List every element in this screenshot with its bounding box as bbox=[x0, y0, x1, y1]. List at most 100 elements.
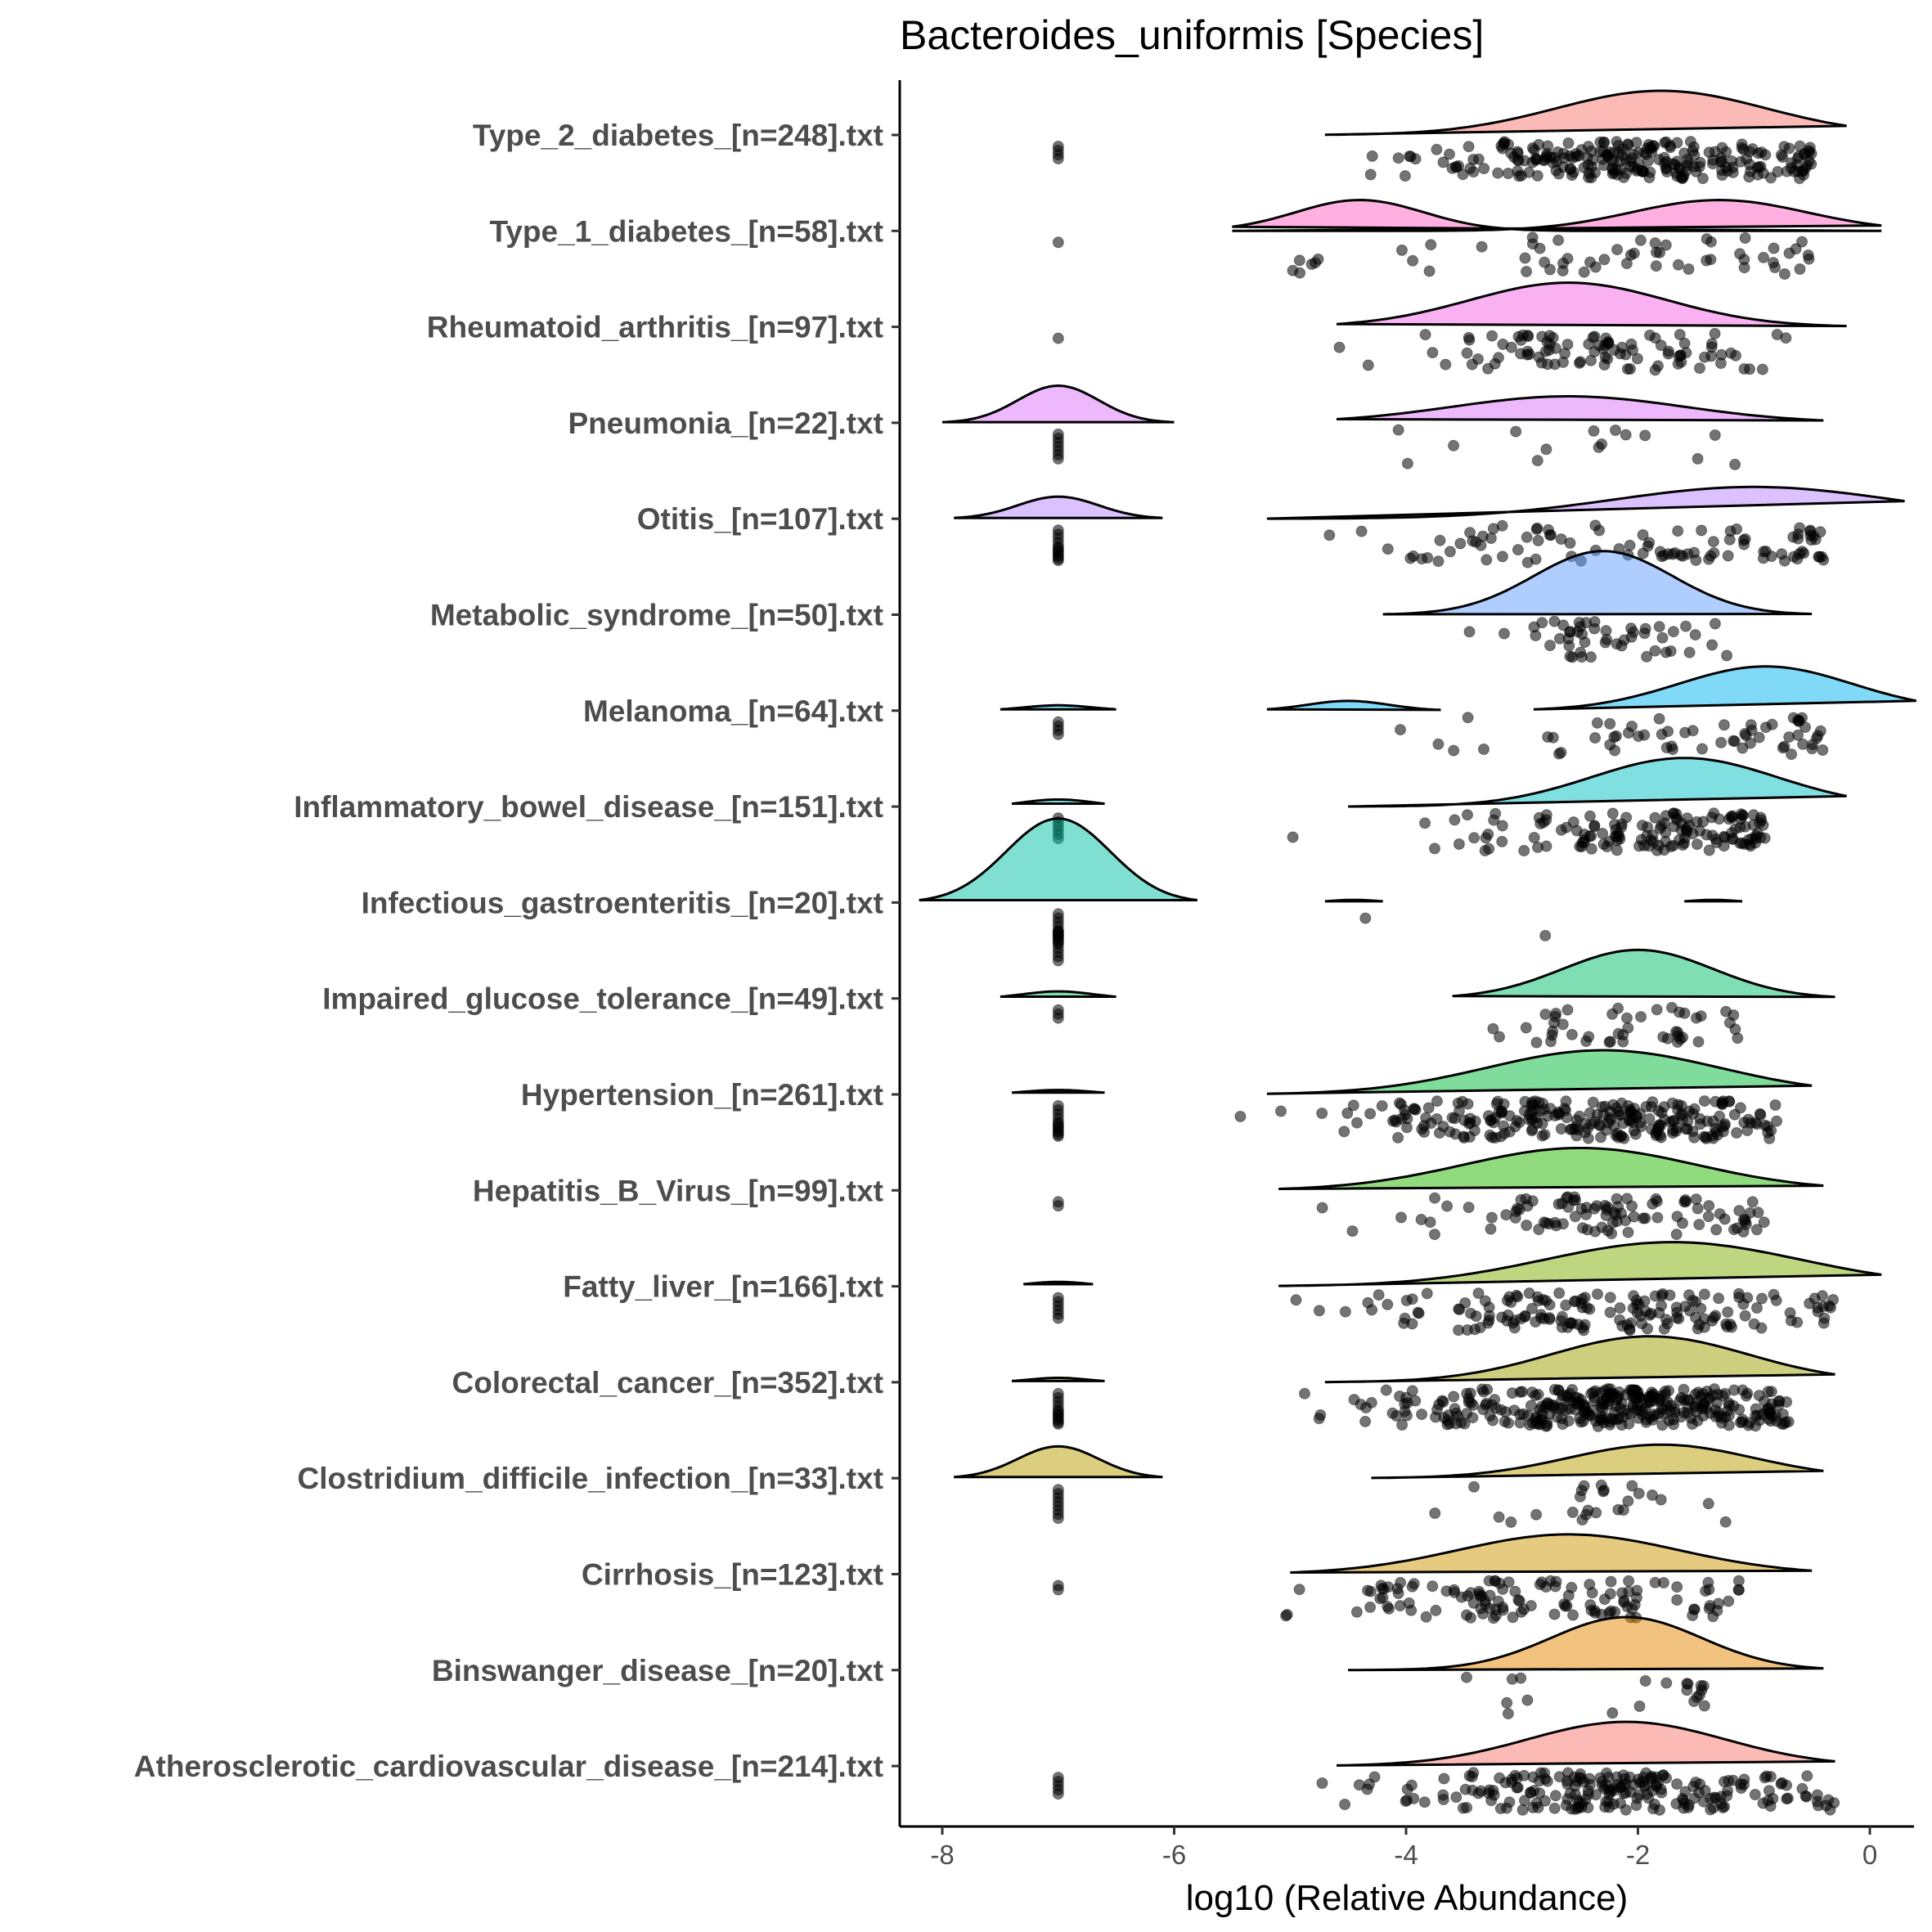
data-point bbox=[1702, 1498, 1714, 1510]
data-point bbox=[1478, 744, 1489, 755]
data-point bbox=[1535, 1400, 1548, 1413]
data-point bbox=[1762, 1386, 1774, 1398]
data-point bbox=[1351, 1117, 1363, 1129]
data-point bbox=[1696, 524, 1708, 537]
data-point bbox=[1660, 1772, 1673, 1784]
category-label: Inflammatory_bowel_disease_[n=151].txt bbox=[294, 790, 883, 824]
data-point bbox=[1485, 532, 1497, 544]
data-point bbox=[1404, 552, 1417, 564]
data-point bbox=[1791, 553, 1804, 565]
data-point bbox=[1561, 339, 1574, 351]
data-point bbox=[1584, 1107, 1596, 1119]
category-label: Hypertension_[n=261].txt bbox=[521, 1078, 883, 1112]
data-point bbox=[1647, 1197, 1659, 1210]
data-point bbox=[1723, 533, 1736, 546]
data-point bbox=[1323, 529, 1336, 541]
data-point bbox=[1480, 832, 1492, 844]
data-point bbox=[1403, 1597, 1415, 1609]
data-point bbox=[1052, 1584, 1064, 1596]
data-point bbox=[1644, 329, 1656, 341]
data-point bbox=[1464, 527, 1476, 539]
data-point bbox=[1636, 164, 1648, 177]
data-point bbox=[1691, 815, 1703, 828]
chart-title: Bacteroides_uniformis [Species] bbox=[900, 12, 1484, 58]
data-point bbox=[1682, 1116, 1694, 1127]
data-point bbox=[1533, 1224, 1545, 1235]
data-point bbox=[1596, 1776, 1608, 1788]
data-point bbox=[1465, 1307, 1476, 1319]
data-point bbox=[1817, 744, 1829, 756]
category-label: Metabolic_syndrome_[n=50].txt bbox=[430, 599, 883, 632]
data-point bbox=[1651, 1004, 1663, 1016]
data-point bbox=[1463, 626, 1476, 638]
data-point bbox=[1597, 1485, 1610, 1498]
data-point bbox=[1583, 1031, 1595, 1043]
data-point bbox=[1692, 1036, 1705, 1048]
data-point bbox=[1498, 627, 1510, 640]
data-point bbox=[1672, 1027, 1684, 1038]
density-cloud bbox=[1290, 1533, 1813, 1574]
data-point bbox=[1530, 1508, 1543, 1521]
data-point bbox=[1827, 1294, 1840, 1305]
data-point bbox=[1728, 1400, 1740, 1412]
category-label: Cirrhosis_[n=123].txt bbox=[582, 1558, 883, 1592]
data-point bbox=[1462, 809, 1473, 821]
data-point bbox=[1512, 544, 1524, 556]
data-point bbox=[1716, 169, 1728, 181]
data-point bbox=[1678, 1383, 1690, 1395]
data-point bbox=[1519, 252, 1531, 264]
data-point bbox=[1751, 1409, 1764, 1422]
data-point bbox=[1052, 955, 1064, 967]
data-point bbox=[1722, 550, 1734, 562]
data-point bbox=[1406, 1318, 1418, 1330]
data-point bbox=[1799, 1790, 1812, 1802]
density-cloud bbox=[1324, 898, 1383, 903]
data-point bbox=[1483, 842, 1495, 855]
data-point bbox=[1751, 1302, 1763, 1314]
data-point bbox=[1539, 154, 1551, 166]
data-point bbox=[1768, 242, 1780, 254]
data-point bbox=[1679, 726, 1692, 739]
data-point bbox=[1737, 144, 1750, 155]
data-point bbox=[1653, 1408, 1665, 1420]
density-cloud bbox=[1533, 665, 1917, 711]
x-tick-label: -2 bbox=[1626, 1840, 1650, 1870]
data-point bbox=[1422, 1102, 1435, 1114]
data-point bbox=[1598, 254, 1611, 266]
data-point bbox=[1406, 1385, 1418, 1397]
data-point bbox=[1605, 1605, 1617, 1617]
data-point bbox=[1723, 1095, 1736, 1108]
density-cloud bbox=[919, 817, 1198, 901]
data-point bbox=[1338, 1126, 1350, 1138]
data-point bbox=[1677, 550, 1689, 562]
data-point bbox=[1693, 1219, 1705, 1231]
data-point bbox=[1525, 1400, 1537, 1412]
data-point bbox=[1429, 1192, 1441, 1204]
data-point bbox=[1663, 345, 1674, 357]
data-point bbox=[1622, 1495, 1634, 1507]
data-point bbox=[1804, 524, 1817, 537]
data-point bbox=[1493, 1511, 1505, 1523]
data-point bbox=[1540, 443, 1552, 456]
data-point bbox=[1587, 1096, 1599, 1108]
data-point bbox=[1662, 548, 1674, 560]
data-point bbox=[1624, 1324, 1636, 1337]
data-point bbox=[1739, 1310, 1751, 1322]
data-point bbox=[1373, 1289, 1385, 1301]
data-point bbox=[1476, 240, 1488, 253]
data-point bbox=[1764, 1771, 1777, 1783]
data-point bbox=[1753, 1390, 1765, 1402]
data-point bbox=[1562, 137, 1575, 149]
data-point bbox=[1434, 534, 1446, 546]
data-point bbox=[1530, 1316, 1542, 1328]
data-point bbox=[1443, 1409, 1454, 1422]
data-point bbox=[1695, 1679, 1707, 1692]
category-label: Clostridium_difficile_infection_[n=33].t… bbox=[298, 1462, 883, 1495]
data-point bbox=[1754, 1108, 1766, 1120]
data-point bbox=[1794, 522, 1806, 534]
data-point bbox=[1468, 832, 1480, 844]
data-point bbox=[1052, 930, 1064, 942]
data-point bbox=[1432, 555, 1445, 568]
data-point bbox=[1723, 1595, 1735, 1607]
data-point bbox=[1698, 1288, 1710, 1301]
